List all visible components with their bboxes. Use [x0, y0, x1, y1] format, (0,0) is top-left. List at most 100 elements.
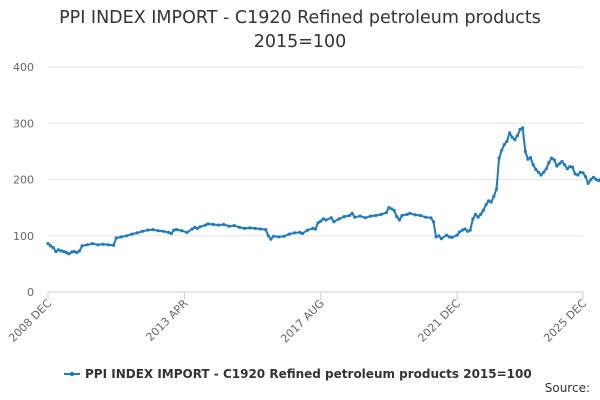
- data-point: [49, 244, 53, 248]
- data-point: [59, 249, 63, 253]
- data-point: [156, 229, 160, 233]
- data-point: [316, 221, 320, 225]
- data-point: [206, 222, 210, 226]
- data-point: [424, 215, 428, 219]
- data-point: [237, 225, 241, 229]
- data-point: [387, 206, 391, 210]
- data-point: [54, 249, 58, 254]
- data-point: [77, 249, 82, 253]
- data-point: [557, 162, 562, 166]
- series-line: [47, 126, 600, 255]
- data-point: [85, 243, 89, 247]
- data-point: [468, 228, 472, 232]
- data-point: [96, 243, 100, 247]
- source-label: Source:: [544, 381, 590, 395]
- data-point: [479, 212, 483, 216]
- y-tick-label: 0: [27, 286, 34, 299]
- data-point: [589, 177, 593, 182]
- data-point: [484, 203, 488, 207]
- data-point: [565, 167, 569, 171]
- data-point: [494, 187, 499, 191]
- data-point: [445, 233, 449, 237]
- data-point: [497, 156, 501, 160]
- data-point: [75, 251, 79, 255]
- data-point: [161, 229, 165, 233]
- data-point: [203, 223, 207, 227]
- data-point: [552, 158, 556, 162]
- data-point: [542, 170, 546, 174]
- data-point: [526, 157, 530, 161]
- data-point: [292, 231, 297, 235]
- data-point: [174, 228, 179, 232]
- data-point: [510, 135, 514, 139]
- data-point: [227, 224, 231, 228]
- data-point: [319, 219, 323, 223]
- data-point: [258, 227, 262, 231]
- data-point: [576, 173, 580, 177]
- data-point: [508, 131, 512, 135]
- y-tick-label: 200: [13, 174, 34, 187]
- data-point: [287, 232, 291, 236]
- data-point: [350, 211, 354, 215]
- data-point: [211, 222, 215, 227]
- data-point: [248, 226, 252, 230]
- data-point: [544, 167, 548, 171]
- data-point: [271, 234, 276, 238]
- data-point: [130, 232, 134, 236]
- data-point: [534, 167, 538, 171]
- data-point: [313, 227, 318, 231]
- data-point: [450, 235, 454, 239]
- data-point: [434, 235, 438, 239]
- data-point: [539, 173, 543, 177]
- data-point: [513, 138, 517, 142]
- data-point: [500, 148, 504, 152]
- data-point: [298, 230, 302, 234]
- legend-marker: [69, 371, 75, 377]
- data-point: [563, 163, 567, 167]
- data-point: [363, 216, 367, 220]
- data-point: [502, 143, 506, 147]
- data-point: [476, 215, 480, 219]
- chart-subtitle: 2015=100: [253, 32, 347, 52]
- data-point: [253, 226, 257, 230]
- data-point: [390, 207, 394, 211]
- data-point: [578, 170, 583, 174]
- data-point: [266, 234, 270, 238]
- data-point: [222, 222, 226, 227]
- x-tick-label: 2025 DEC: [541, 297, 589, 345]
- data-point: [487, 199, 491, 203]
- data-point: [594, 177, 598, 182]
- data-point: [243, 226, 247, 230]
- data-point: [125, 234, 129, 238]
- legend-label: PPI INDEX IMPORT - C1920 Refined petrole…: [85, 367, 532, 381]
- data-point: [395, 215, 399, 219]
- data-point: [337, 217, 341, 221]
- x-tick-label: 2013 APR: [144, 297, 191, 344]
- data-point: [591, 175, 596, 179]
- data-point: [379, 212, 383, 216]
- data-point: [91, 242, 95, 246]
- x-tick-label: 2021 DEC: [415, 297, 463, 345]
- data-point: [190, 227, 194, 231]
- y-tick-label: 300: [13, 117, 34, 130]
- data-point: [489, 200, 493, 204]
- data-point: [437, 234, 441, 238]
- data-point: [119, 235, 123, 239]
- data-point: [106, 243, 110, 247]
- data-point: [369, 214, 373, 218]
- data-point: [455, 233, 459, 237]
- data-point: [342, 215, 346, 219]
- data-point: [573, 172, 577, 176]
- data-point: [405, 212, 409, 216]
- data-point: [568, 165, 572, 169]
- data-point: [549, 156, 554, 160]
- data-point: [384, 211, 388, 215]
- data-point: [101, 242, 105, 246]
- data-point: [51, 246, 55, 250]
- data-point: [185, 230, 189, 234]
- data-point: [518, 127, 522, 131]
- x-tick-label: 2008 DEC: [6, 297, 54, 345]
- data-point: [521, 126, 525, 130]
- data-point: [408, 211, 412, 215]
